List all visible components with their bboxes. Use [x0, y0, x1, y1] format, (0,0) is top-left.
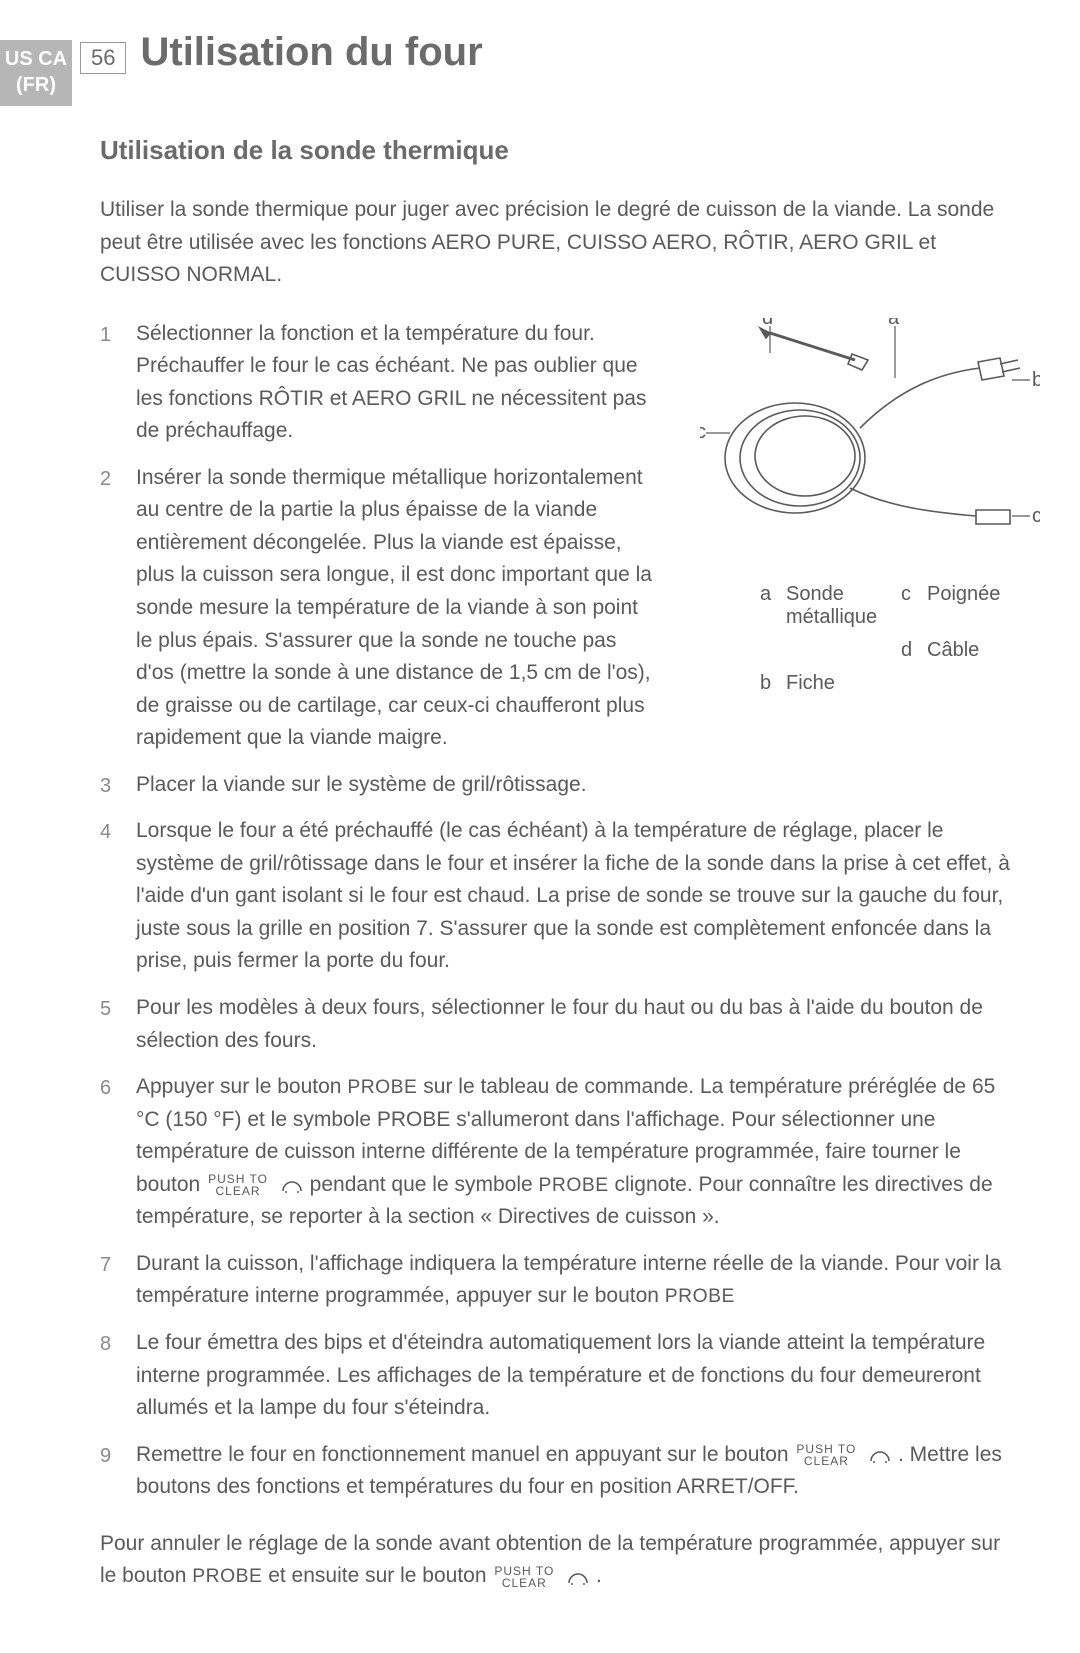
intro-paragraph: Utiliser la sonde thermique pour juger a… — [100, 194, 1020, 292]
knob-icon — [868, 1445, 892, 1465]
step-1: Sélectionner la fonction et la températu… — [100, 318, 1020, 448]
knob-icon — [566, 1567, 590, 1587]
step-8: Le four émettra des bips et d'éteindra a… — [100, 1327, 1020, 1425]
steps-list: Sélectionner la fonction et la températu… — [100, 318, 1020, 1504]
step-9-a: Remettre le four en fonctionnement manue… — [136, 1443, 794, 1466]
region-line-1: US CA — [0, 46, 72, 72]
final-paragraph: Pour annuler le réglage de la sonde avan… — [100, 1528, 1020, 1593]
page-title: Utilisation du four — [140, 30, 482, 75]
step-4: Lorsque le four a été préchauffé (le cas… — [100, 815, 1020, 978]
step-5: Pour les modèles à deux fours, sélection… — [100, 992, 1020, 1057]
final-c: . — [596, 1564, 602, 1587]
knob-icon — [280, 1175, 304, 1195]
step-7-a: Durant la cuisson, l'affichage indiquera… — [136, 1252, 1001, 1308]
region-line-2: (FR) — [0, 72, 72, 98]
step-3: Placer la viande sur le système de gril/… — [100, 769, 1020, 802]
diagram-label-b: b — [1032, 369, 1040, 391]
final-b: et ensuite sur le bouton — [262, 1564, 492, 1587]
push-to-clear-label-2: PUSH TOCLEAR — [796, 1443, 856, 1467]
step-7: Durant la cuisson, l'affichage indiquera… — [100, 1248, 1020, 1313]
manual-page: US CA (FR) 56 Utilisation du four Utilis… — [0, 0, 1080, 1653]
push-to-clear-label-3: PUSH TOCLEAR — [494, 1565, 554, 1589]
page-header: 56 Utilisation du four — [80, 30, 1020, 75]
step-9: Remettre le four en fonctionnement manue… — [100, 1439, 1020, 1504]
page-number: 56 — [80, 42, 126, 74]
step-2: Insérer la sonde thermique métallique ho… — [100, 462, 1020, 755]
probe-label-3: PROBE — [665, 1286, 735, 1307]
probe-label: PROBE — [347, 1077, 417, 1098]
step-6: Appuyer sur le bouton PROBE sur le table… — [100, 1071, 1020, 1234]
probe-label-2: PROBE — [539, 1175, 609, 1196]
probe-label-4: PROBE — [192, 1566, 262, 1587]
step-6-a: Appuyer sur le bouton — [136, 1075, 347, 1098]
body-area: d a b c c a Sonde métallique c Poignée d… — [100, 318, 1020, 1593]
region-tab: US CA (FR) — [0, 40, 72, 106]
step-6-c: pendant que le symbole — [310, 1173, 539, 1196]
diagram-label-c: c — [1032, 505, 1040, 527]
section-title: Utilisation de la sonde thermique — [100, 135, 1020, 166]
push-to-clear-label: PUSH TOCLEAR — [208, 1173, 268, 1197]
